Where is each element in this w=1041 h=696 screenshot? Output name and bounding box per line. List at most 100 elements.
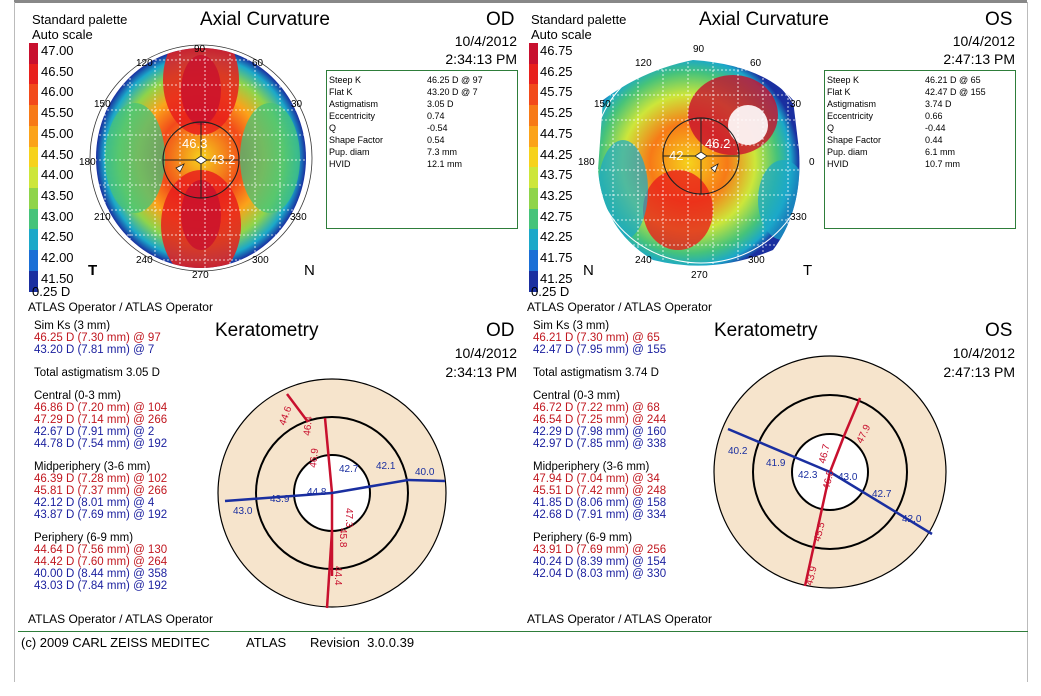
scale-color-swatch	[529, 167, 538, 189]
scale-color-swatch	[29, 229, 38, 251]
total-astigmatism: Total astigmatism 3.74 D	[533, 367, 659, 379]
od-time: 2:34:13 PM	[445, 51, 517, 67]
od-angle-210: 210	[94, 212, 111, 223]
os-d-b-out-r: 42.0	[902, 514, 922, 525]
od-angle-150: 150	[94, 99, 111, 110]
scale-value-label: 46.75	[540, 43, 573, 58]
scale-color-swatch	[29, 43, 38, 64]
os-d-b-out-l: 40.2	[728, 446, 748, 457]
info-value: 12.1 mm	[427, 159, 463, 169]
info-value: 6.1 mm	[925, 147, 956, 157]
info-key: Eccentricity	[329, 111, 376, 121]
od-d-r-out-bot: 44.4	[332, 566, 343, 586]
os-keratometry-info-box: Steep K 46.21 D @ 65 Flat K 42.47 D @ 155 As…	[824, 70, 1016, 229]
od-temporal-label: T	[88, 262, 98, 279]
scale-color-swatch	[29, 125, 38, 147]
od-d-b-out-l: 43.0	[233, 506, 253, 517]
palette-label: Standard palette	[32, 12, 128, 27]
central-value: 46.86 D (7.20 mm) @ 104	[34, 402, 168, 414]
info-value: 43.20 D @ 7	[427, 87, 478, 97]
od-d-b-in-r: 42.7	[339, 464, 359, 475]
scale-color-swatch	[529, 187, 538, 209]
os-time: 2:47:13 PM	[943, 51, 1015, 67]
footer-product: ATLAS	[246, 635, 287, 650]
od-eye-label: OD	[486, 9, 515, 30]
os-angle-150: 150	[594, 99, 611, 110]
scale-color-swatch	[529, 125, 538, 147]
scale-value-label: 41.25	[540, 270, 573, 286]
info-value: 3.05 D	[427, 99, 454, 109]
midperiphery-value: 45.51 D (7.42 mm) @ 248	[533, 485, 667, 497]
od-keratometry-info-box: Steep K 46.25 D @ 97 Flat K 43.20 D @ 7 Asti…	[326, 70, 518, 229]
od-kera-title: Keratometry	[215, 320, 319, 341]
os-angle-0: 0	[809, 157, 815, 168]
os-palette-label: Standard palette	[531, 12, 627, 27]
central-value: 42.67 D (7.91 mm) @ 2	[34, 426, 155, 438]
midperiphery-value: 42.68 D (7.91 mm) @ 334	[533, 509, 667, 521]
os-keratometry-diagram: 46.7 47.9 46.5 45.5 43.9 42.3 41.9 40.2 …	[713, 355, 947, 589]
os-angle-120: 120	[635, 58, 652, 69]
periphery-value: 43.91 D (7.69 mm) @ 256	[533, 544, 667, 556]
info-key: Astigmatism	[827, 99, 877, 109]
scale-color-swatch	[529, 105, 538, 127]
info-key: Q	[329, 123, 337, 133]
os-d-r-in-bot: 46.5	[821, 469, 836, 491]
scale-color-swatch	[529, 43, 538, 64]
simk-flat: 43.20 D (7.81 mm) @ 7	[34, 344, 155, 356]
od-nasal-label: N	[304, 262, 315, 279]
od-d-b-in-l: 44.8	[307, 487, 327, 498]
scale-value-label: 41.75	[540, 250, 573, 265]
od-scale-step: 0.25 D	[32, 284, 71, 299]
simk-heading: Sim Ks (3 mm)	[533, 320, 610, 332]
os-autoscale-label: Auto scale	[531, 27, 592, 42]
info-key: Q	[827, 123, 835, 133]
os-d-b-in-l: 42.3	[798, 470, 818, 481]
os-angle-90: 90	[693, 44, 705, 55]
od-axial-title: Axial Curvature	[200, 9, 330, 30]
scale-value-label: 44.75	[540, 125, 573, 141]
scale-value-label: 44.50	[41, 146, 74, 162]
os-kera-date: 10/4/2012	[952, 345, 1015, 361]
central-value: 46.54 D (7.25 mm) @ 244	[533, 414, 667, 426]
scale-value-label: 45.50	[41, 105, 74, 121]
central-heading: Central (0-3 mm)	[34, 390, 121, 402]
central-value: 42.29 D (7.98 mm) @ 160	[533, 426, 667, 438]
od-angle-270: 270	[192, 270, 209, 281]
info-key: Shape Factor	[827, 135, 882, 145]
os-nasal-label: N	[583, 262, 594, 279]
info-value: 0.74	[427, 111, 445, 121]
scale-value-label: 43.50	[41, 187, 74, 203]
info-value: 3.74 D	[925, 99, 952, 109]
os-d-b-mid-l: 41.9	[766, 458, 786, 469]
scale-color-swatch	[529, 270, 538, 292]
os-kera-title: Keratometry	[714, 320, 818, 341]
os-d-b-mid-r: 42.7	[872, 489, 892, 500]
periphery-value: 43.03 D (7.84 mm) @ 192	[34, 580, 168, 592]
scale-value-label: 46.25	[540, 63, 573, 79]
info-key: Eccentricity	[827, 111, 874, 121]
periphery-heading: Periphery (6-9 mm)	[533, 532, 633, 544]
os-angle-60: 60	[750, 58, 762, 69]
od-d-b-out-r: 40.0	[415, 467, 435, 478]
scale-value-label: 47.00	[41, 43, 74, 58]
simk-heading: Sim Ks (3 mm)	[34, 320, 111, 332]
periphery-value: 44.64 D (7.56 mm) @ 130	[34, 544, 168, 556]
midperiphery-value: 47.94 D (7.04 mm) @ 34	[533, 473, 660, 485]
os-d-r-mid-bot: 45.5	[812, 521, 827, 543]
info-value: 0.54	[427, 135, 445, 145]
os-eye-label: OS	[985, 9, 1013, 30]
scale-color-swatch	[29, 105, 38, 127]
scale-color-swatch	[529, 146, 538, 168]
scale-value-label: 46.00	[41, 84, 74, 100]
os-curvature-map: 46.2 42	[592, 52, 810, 266]
total-astigmatism: Total astigmatism 3.05 D	[34, 367, 160, 379]
od-kera-eye: OD	[486, 320, 515, 341]
scale-color-swatch	[29, 187, 38, 209]
scale-color-swatch	[29, 208, 38, 230]
scale-color-swatch	[29, 146, 38, 168]
os-kera-time: 2:47:13 PM	[943, 364, 1015, 380]
scale-value-label: 43.75	[540, 167, 573, 183]
midperiphery-value: 42.12 D (8.01 mm) @ 4	[34, 497, 155, 509]
info-key: Astigmatism	[329, 99, 379, 109]
info-key: Pup. diam	[329, 147, 370, 157]
